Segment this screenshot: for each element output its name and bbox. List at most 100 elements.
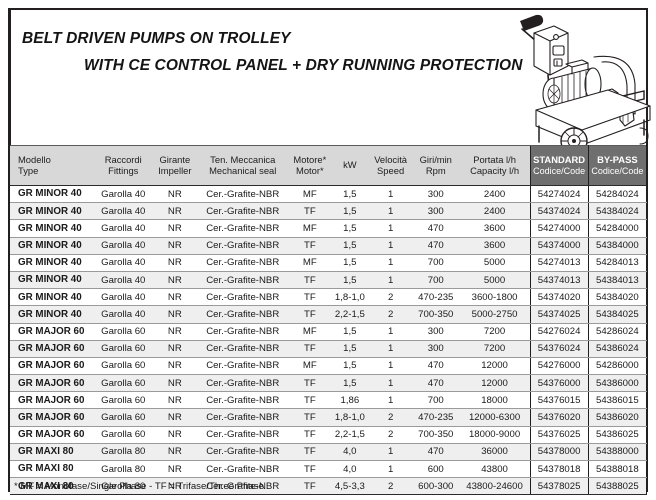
cell-capacity: 5000-2750 <box>459 305 530 324</box>
cell-bypass-code: 54386000 <box>587 374 648 393</box>
cell-model: GR MAJOR 60 <box>10 340 94 358</box>
table-row[interactable]: GR MINOR 40 Garolla 40 NR Cer.-Grafite-NBR T… <box>10 237 648 255</box>
column-header-kw[interactable]: kW <box>330 145 370 186</box>
column-header-speed[interactable]: Velocità Speed <box>369 145 412 186</box>
cell-impeller: NR <box>153 271 197 290</box>
cell-rpm: 300 <box>411 323 460 341</box>
cell-fittings: Garolla 60 <box>93 357 154 376</box>
table-row[interactable]: GR MAJOR 60 Garolla 60 NR Cer.-Grafite-NBR T… <box>10 374 648 393</box>
cell-mechanical-seal: Cer.-Grafite-NBR <box>196 391 290 410</box>
column-header-bypass-code[interactable]: BY-PASS Codice/Code <box>587 145 648 186</box>
cell-standard-code: 54376025 <box>529 426 589 444</box>
table-row[interactable]: GR MINOR 40 Garolla 40 NR Cer.-Grafite-NBR M… <box>10 219 648 238</box>
cell-motor: TF <box>289 426 331 444</box>
table-row[interactable]: GR MAJOR 60 Garolla 60 NR Cer.-Grafite-NBR M… <box>10 323 648 341</box>
motor-type-footnote: * MF = Monofase/Single Phase - TF = Trif… <box>14 481 264 492</box>
cell-capacity: 7200 <box>459 340 530 358</box>
table-row[interactable]: GR MAJOR 60 Garolla 60 NR Cer.-Grafite-NBR T… <box>10 391 648 410</box>
table-row[interactable]: GR MAJOR 60 Garolla 60 NR Cer.-Grafite-NBR M… <box>10 357 648 376</box>
cell-standard-code: 54374013 <box>529 271 589 290</box>
column-header-capacity[interactable]: Portata l/h Capacity l/h <box>459 145 530 186</box>
table-row[interactable]: GR MAJOR 60 Garolla 60 NR Cer.-Grafite-NBR T… <box>10 408 648 427</box>
cell-model: GR MAJOR 60 <box>10 357 94 376</box>
cell-motor: TF <box>289 237 331 255</box>
cell-standard-code: 54376000 <box>529 374 589 393</box>
cell-model: GR MAXI 80 <box>10 443 94 462</box>
cell-rpm: 700-350 <box>411 426 460 444</box>
cell-mechanical-seal: Cer.-Grafite-NBR <box>196 340 290 358</box>
cell-impeller: NR <box>153 374 197 393</box>
cell-mechanical-seal: Cer.-Grafite-NBR <box>196 202 290 221</box>
table-row[interactable]: GR MINOR 40 Garolla 40 NR Cer.-Grafite-NBR T… <box>10 202 648 221</box>
cell-mechanical-seal: Cer.-Grafite-NBR <box>196 443 290 462</box>
cell-motor: TF <box>289 443 331 462</box>
table-row[interactable]: GR MINOR 40 Garolla 40 NR Cer.-Grafite-NBR T… <box>10 271 648 290</box>
cell-capacity: 2400 <box>459 202 530 221</box>
cell-model: GR MAJOR 60 <box>10 391 94 410</box>
cell-kw: 1,5 <box>330 374 370 393</box>
cell-fittings: Garolla 40 <box>93 237 154 255</box>
table-row[interactable]: GR MAXI 80 Garolla 80 NR Cer.-Grafite-NBR TF… <box>10 443 648 462</box>
cell-rpm: 470 <box>411 219 460 238</box>
cell-mechanical-seal: Cer.-Grafite-NBR <box>196 237 290 255</box>
cell-speed: 2 <box>369 305 412 324</box>
cell-rpm: 700 <box>411 391 460 410</box>
table-row[interactable]: GR MINOR 40 Garolla 40 NR Cer.-Grafite-NBR M… <box>10 254 648 272</box>
column-header-mechanical-seal[interactable]: Ten. Meccanica Mechanical seal <box>196 145 290 186</box>
cell-rpm: 470 <box>411 374 460 393</box>
table-row[interactable]: GR MINOR 40 Garolla 40 NR Cer.-Grafite-NBR T… <box>10 288 648 307</box>
cell-speed: 1 <box>369 254 412 272</box>
column-header-impeller[interactable]: Girante Impeller <box>153 145 197 186</box>
cell-impeller: NR <box>153 185 197 204</box>
cell-kw: 1,5 <box>330 357 370 376</box>
cell-standard-code: 54374020 <box>529 288 589 307</box>
cell-speed: 1 <box>369 237 412 255</box>
cell-standard-code: 54274013 <box>529 254 589 272</box>
cell-bypass-code: 54286000 <box>587 357 648 376</box>
cell-capacity: 36000 <box>459 443 530 462</box>
cell-model: GR MAJOR 60 <box>10 374 94 393</box>
table-row[interactable]: GR MINOR 40 Garolla 40 NR Cer.-Grafite-NBR T… <box>10 305 648 324</box>
page-title-line-2: WITH CE CONTROL PANEL + DRY RUNNING PROT… <box>84 57 523 74</box>
cell-bypass-code: 54386024 <box>587 340 648 358</box>
cell-motor: TF <box>289 477 331 496</box>
cell-impeller: NR <box>153 305 197 324</box>
table-row[interactable]: GR MAXI 80 Garolla 80 NR Cer.-Grafite-NBR TF… <box>10 460 648 479</box>
cell-model: GR MINOR 40 <box>10 219 94 238</box>
column-header-motor[interactable]: Motore* Motor* <box>289 145 331 186</box>
cell-standard-code: 54376015 <box>529 391 589 410</box>
cell-fittings: Garolla 80 <box>93 443 154 462</box>
cell-speed: 1 <box>369 340 412 358</box>
table-row[interactable]: GR MAXI 80 Garolla 80 NR Cer.-Grafite-NBR TF… <box>10 477 648 496</box>
cell-capacity: 3600 <box>459 237 530 255</box>
cell-model: GR MAXI 80 <box>10 460 94 479</box>
cell-model: GR MINOR 40 <box>10 288 94 307</box>
cell-model: GR MINOR 40 <box>10 271 94 290</box>
column-header-fittings[interactable]: Raccordi Fittings <box>93 145 154 186</box>
cell-capacity: 12000 <box>459 357 530 376</box>
cell-mechanical-seal: Cer.-Grafite-NBR <box>196 477 290 496</box>
table-row[interactable]: GR MINOR 40 Garolla 40 NR Cer.-Grafite-NBR M… <box>10 185 648 204</box>
column-header-rpm[interactable]: Giri/min Rpm <box>411 145 460 186</box>
cell-standard-code: 54378025 <box>529 477 589 496</box>
cell-mechanical-seal: Cer.-Grafite-NBR <box>196 460 290 479</box>
cell-model: GR MAJOR 60 <box>10 323 94 341</box>
cell-rpm: 300 <box>411 340 460 358</box>
cell-kw: 1,5 <box>330 219 370 238</box>
cell-rpm: 470-235 <box>411 408 460 427</box>
cell-speed: 1 <box>369 374 412 393</box>
cell-motor: MF <box>289 357 331 376</box>
cell-standard-code: 54274000 <box>529 219 589 238</box>
table-row[interactable]: GR MAJOR 60 Garolla 60 NR Cer.-Grafite-NBR T… <box>10 340 648 358</box>
cell-impeller: NR <box>153 460 197 479</box>
column-header-standard-code[interactable]: STANDARD Codice/Code <box>529 145 589 186</box>
cell-mechanical-seal: Cer.-Grafite-NBR <box>196 408 290 427</box>
cell-kw: 1,5 <box>330 254 370 272</box>
table-row[interactable]: GR MAJOR 60 Garolla 60 NR Cer.-Grafite-NBR T… <box>10 426 648 444</box>
cell-kw: 1,8-1,0 <box>330 288 370 307</box>
cell-model: GR MAJOR 60 <box>10 426 94 444</box>
cell-fittings: Garolla 40 <box>93 219 154 238</box>
column-header-model[interactable]: Modello Type <box>10 145 94 186</box>
cell-rpm: 600 <box>411 460 460 479</box>
cell-model: GR MINOR 40 <box>10 185 94 204</box>
